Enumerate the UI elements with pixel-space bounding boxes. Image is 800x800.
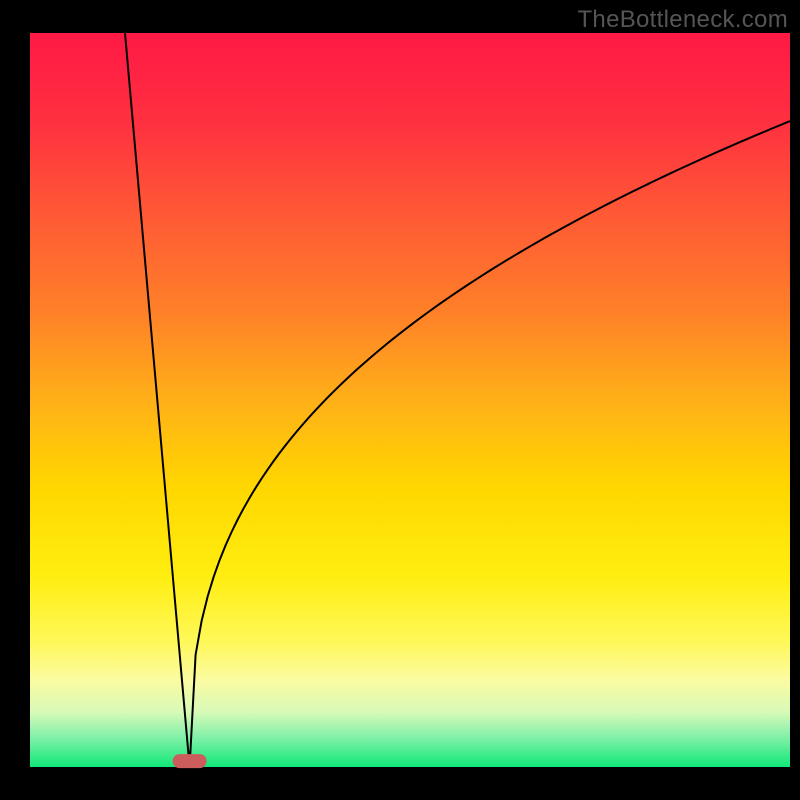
minimum-marker bbox=[173, 754, 207, 768]
gradient-background bbox=[30, 33, 790, 767]
bottleneck-chart bbox=[0, 0, 800, 800]
chart-container: TheBottleneck.com bbox=[0, 0, 800, 800]
watermark-text: TheBottleneck.com bbox=[577, 6, 788, 34]
